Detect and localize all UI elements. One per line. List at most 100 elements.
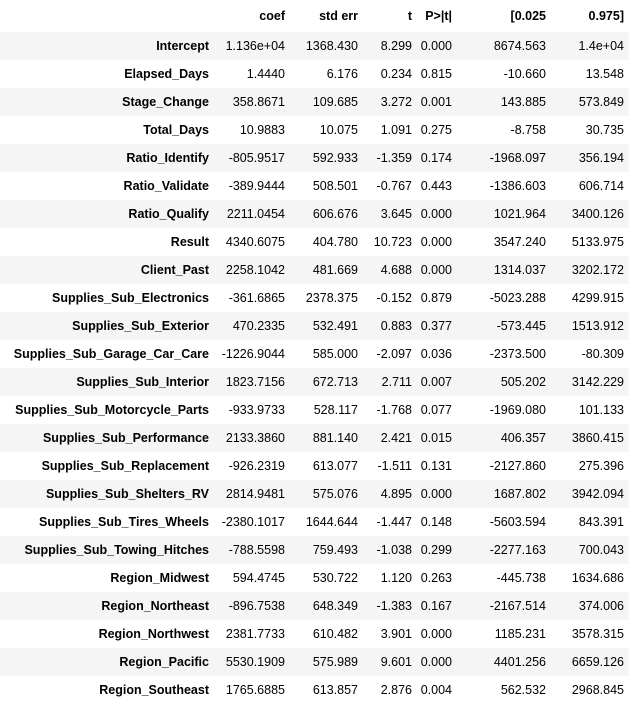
- ci-upper-cell: 3578.315: [571, 627, 624, 641]
- std-err-cell: 481.669: [312, 263, 358, 277]
- p-value-cell: 0.015: [420, 431, 452, 445]
- ci-upper-cell: 3860.415: [571, 431, 624, 445]
- p-value-cell: 0.299: [420, 543, 452, 557]
- t-stat-cell: 3.901: [380, 627, 412, 641]
- row-label: Stage_Change: [122, 95, 209, 109]
- ci-lower-cell: -1968.097: [489, 151, 546, 165]
- ci-upper-cell: 3400.126: [571, 207, 624, 221]
- std-err-cell: 2378.375: [305, 291, 358, 305]
- ci-upper-cell: 3202.172: [571, 263, 624, 277]
- t-stat-cell: 3.645: [380, 207, 412, 221]
- row-label: Region_Southeast: [99, 683, 209, 697]
- coef-cell: 1.136e+04: [225, 39, 285, 53]
- p-value-cell: 0.263: [420, 571, 452, 585]
- std-err-cell: 404.780: [312, 235, 358, 249]
- t-stat-cell: 9.601: [380, 655, 412, 669]
- t-stat-cell: -1.383: [376, 599, 412, 613]
- column-header-index: [0, 0, 214, 32]
- table-row: Supplies_Sub_Towing_Hitches -788.5598 759.…: [0, 536, 629, 564]
- p-value-cell: 0.000: [420, 235, 452, 249]
- std-err-cell: 575.076: [312, 487, 358, 501]
- coef-cell: 1823.7156: [225, 375, 285, 389]
- t-stat-cell: 2.421: [380, 431, 412, 445]
- table-row: Supplies_Sub_Replacement -926.2319 613.077…: [0, 452, 629, 480]
- ci-lower-cell: -2373.500: [489, 347, 546, 361]
- t-stat-cell: 0.883: [380, 319, 412, 333]
- table-row: Supplies_Sub_Interior 1823.7156 672.713 2.7…: [0, 368, 629, 396]
- p-value-cell: 0.148: [420, 515, 452, 529]
- row-label: Intercept: [156, 39, 209, 53]
- ci-lower-cell: 505.202: [500, 375, 546, 389]
- p-value-cell: 0.000: [420, 627, 452, 641]
- coef-cell: -2380.1017: [221, 515, 285, 529]
- table-row: Region_Midwest 594.4745 530.722 1.120 0.263 -…: [0, 564, 629, 592]
- ci-upper-cell: 6659.126: [571, 655, 624, 669]
- t-stat-cell: -2.097: [376, 347, 412, 361]
- ci-upper-cell: 843.391: [578, 515, 624, 529]
- std-err-cell: 606.676: [312, 207, 358, 221]
- row-label: Ratio_Validate: [123, 179, 209, 193]
- column-header-ci-upper: 0.975]: [588, 9, 624, 23]
- table-row: Ratio_Identify -805.9517 592.933 -1.359 0.17…: [0, 144, 629, 172]
- table-row: Region_Northeast -896.7538 648.349 -1.383 0.…: [0, 592, 629, 620]
- table-row: Result 4340.6075 404.780 10.723 0.000 3547.24…: [0, 228, 629, 256]
- std-err-cell: 610.482: [312, 627, 358, 641]
- t-stat-cell: -0.152: [376, 291, 412, 305]
- ci-lower-cell: -1386.603: [489, 179, 546, 193]
- coef-cell: 4340.6075: [225, 235, 285, 249]
- t-stat-cell: -0.767: [376, 179, 412, 193]
- p-value-cell: 0.077: [420, 403, 452, 417]
- ci-lower-cell: -445.738: [496, 571, 546, 585]
- p-value-cell: 0.174: [420, 151, 452, 165]
- std-err-cell: 881.140: [312, 431, 358, 445]
- coef-cell: -1226.9044: [221, 347, 285, 361]
- std-err-cell: 6.176: [326, 67, 358, 81]
- ci-upper-cell: 3142.229: [571, 375, 624, 389]
- std-err-cell: 528.117: [313, 403, 358, 417]
- std-err-cell: 508.501: [312, 179, 358, 193]
- t-stat-cell: -1.359: [376, 151, 412, 165]
- std-err-cell: 585.000: [312, 347, 358, 361]
- p-value-cell: 0.815: [420, 67, 452, 81]
- ci-upper-cell: 374.006: [578, 599, 624, 613]
- row-label: Region_Pacific: [119, 655, 209, 669]
- p-value-cell: 0.879: [420, 291, 452, 305]
- t-stat-cell: 10.723: [373, 235, 412, 249]
- coef-cell: 2381.7733: [225, 627, 285, 641]
- t-stat-cell: -1.511: [377, 459, 412, 473]
- coef-cell: -896.7538: [228, 599, 285, 613]
- row-label: Result: [170, 235, 209, 249]
- ci-lower-cell: 1314.037: [493, 263, 546, 277]
- coef-cell: 2814.9481: [225, 487, 285, 501]
- ci-lower-cell: -2277.163: [489, 543, 546, 557]
- table-row: Supplies_Sub_Performance 2133.3860 881.140…: [0, 424, 629, 452]
- ci-upper-cell: 573.849: [578, 95, 624, 109]
- header-row: coef std err t P>|t| [0.025 0.975]: [0, 0, 629, 32]
- table-row: Elapsed_Days 1.4440 6.176 0.234 0.815 -10.660…: [0, 60, 629, 88]
- ci-upper-cell: -80.309: [581, 347, 624, 361]
- ci-lower-cell: -1969.080: [489, 403, 546, 417]
- row-label: Supplies_Sub_Motorcycle_Parts: [15, 403, 209, 417]
- coef-cell: 5530.1909: [225, 655, 285, 669]
- ci-lower-cell: -5023.288: [489, 291, 546, 305]
- coef-cell: 470.2335: [232, 319, 285, 333]
- ci-upper-cell: 3942.094: [571, 487, 624, 501]
- p-value-cell: 0.000: [420, 39, 452, 53]
- coef-cell: 1765.6885: [225, 683, 285, 697]
- row-label: Supplies_Sub_Shelters_RV: [45, 487, 209, 501]
- coef-cell: 594.4745: [232, 571, 285, 585]
- ci-upper-cell: 275.396: [578, 459, 624, 473]
- table-row: Intercept 1.136e+04 1368.430 8.299 0.000 8674…: [0, 32, 629, 60]
- ci-upper-cell: 4299.915: [571, 291, 624, 305]
- t-stat-cell: 3.272: [380, 95, 412, 109]
- table-body: Intercept 1.136e+04 1368.430 8.299 0.000 8674…: [0, 32, 629, 704]
- ci-lower-cell: 8674.563: [493, 39, 546, 53]
- p-value-cell: 0.000: [420, 263, 452, 277]
- table-row: Supplies_Sub_Shelters_RV 2814.9481 575.076…: [0, 480, 629, 508]
- column-header-std-err: std err: [319, 9, 358, 23]
- ci-upper-cell: 356.194: [578, 151, 624, 165]
- table-row: Stage_Change 358.8671 109.685 3.272 0.001 143…: [0, 88, 629, 116]
- coef-cell: -361.6865: [228, 291, 285, 305]
- p-value-cell: 0.000: [420, 655, 452, 669]
- ci-lower-cell: 143.885: [500, 95, 546, 109]
